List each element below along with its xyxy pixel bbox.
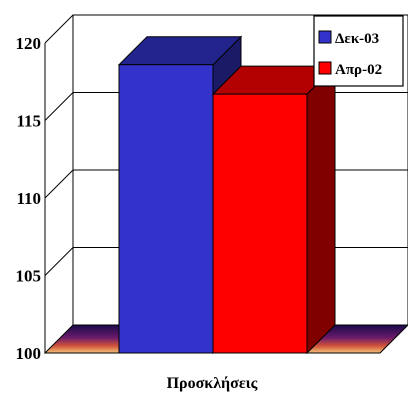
legend-swatch <box>318 61 332 75</box>
bar-front <box>212 93 308 354</box>
gridline-diagonal <box>44 92 74 121</box>
bars <box>117 35 337 355</box>
bar-front <box>118 64 214 354</box>
gridline-diagonal <box>44 14 74 44</box>
gridline-diagonal <box>44 169 74 199</box>
x-tick-labels: Προσκλήσεις <box>167 375 258 392</box>
gridline-diagonal <box>44 247 74 276</box>
legend: Δεκ-03 Απρ-02 <box>313 15 404 87</box>
legend-label: Δεκ-03 <box>335 31 379 47</box>
legend-label: Απρ-02 <box>335 62 382 78</box>
y-tick-label: 110 <box>16 189 41 208</box>
y-tick-label: 115 <box>16 112 41 131</box>
y-tick-labels: 100 105 110 115 120 <box>16 34 42 363</box>
x-tick-label: Προσκλήσεις <box>167 375 258 392</box>
y-tick-label: 120 <box>16 34 42 53</box>
bar <box>211 64 337 355</box>
bar-side <box>306 64 336 355</box>
y-tick-label: 105 <box>16 267 42 286</box>
legend-swatch <box>318 30 332 44</box>
y-tick-label: 100 <box>16 344 42 363</box>
